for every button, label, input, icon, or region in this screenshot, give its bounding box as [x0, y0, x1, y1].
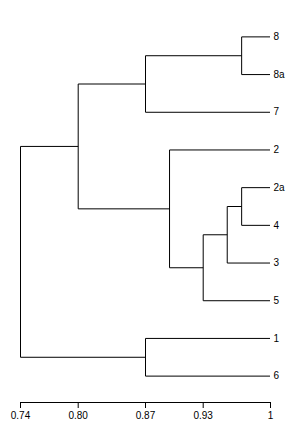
svg-text:2a: 2a	[274, 182, 286, 193]
svg-text:5: 5	[274, 295, 280, 306]
svg-text:0.80: 0.80	[68, 410, 88, 421]
svg-text:4: 4	[274, 220, 280, 231]
svg-text:7: 7	[274, 106, 280, 117]
svg-text:2: 2	[274, 144, 280, 155]
svg-text:0.87: 0.87	[136, 410, 156, 421]
svg-text:8: 8	[274, 31, 280, 42]
svg-text:8a: 8a	[274, 69, 286, 80]
svg-text:3: 3	[274, 257, 280, 268]
svg-text:6: 6	[274, 370, 280, 381]
svg-text:1: 1	[268, 410, 274, 421]
svg-text:0.74: 0.74	[11, 410, 31, 421]
svg-text:1: 1	[274, 333, 280, 344]
svg-text:0.93: 0.93	[193, 410, 213, 421]
